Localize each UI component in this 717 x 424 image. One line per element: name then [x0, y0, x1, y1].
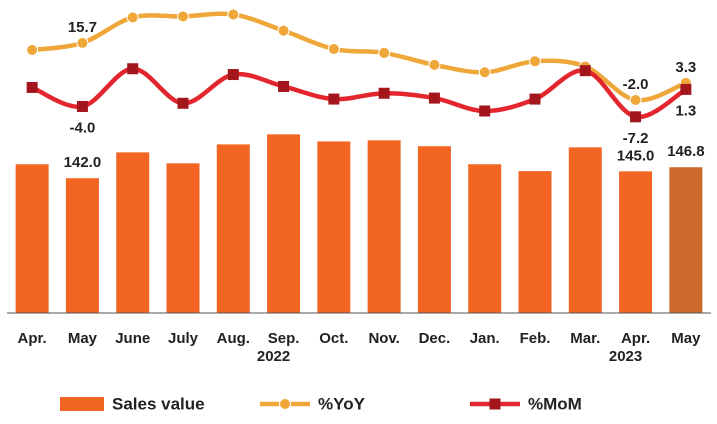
- x-tick-label: May: [68, 330, 98, 347]
- marker: [177, 97, 189, 109]
- bar: [518, 171, 552, 313]
- legend-marker: [279, 398, 291, 410]
- bar: [468, 164, 502, 313]
- legend-label: Sales value: [112, 394, 205, 413]
- x-tick-label: June: [115, 330, 150, 347]
- bar: [568, 147, 602, 313]
- marker: [26, 81, 38, 93]
- x-tick-label: Feb.: [520, 330, 551, 347]
- marker: [378, 87, 390, 99]
- marker: [26, 44, 39, 57]
- marker: [478, 66, 491, 79]
- bar: [65, 178, 99, 313]
- x-tick-label: Apr.: [621, 330, 650, 347]
- data-label: 145.0: [617, 147, 655, 164]
- marker: [76, 36, 89, 49]
- x-tick-label: Sep.: [268, 330, 300, 347]
- marker: [328, 93, 340, 105]
- marker: [127, 63, 139, 75]
- bar: [317, 141, 351, 313]
- data-label: 15.7: [68, 19, 97, 36]
- marker: [428, 58, 441, 71]
- legend-swatch: [60, 397, 104, 411]
- marker: [327, 43, 340, 56]
- marker: [277, 24, 290, 37]
- x-group-label: 2022: [257, 348, 290, 365]
- bar: [15, 164, 49, 313]
- marker: [630, 111, 642, 123]
- x-group-label: 2023: [609, 348, 642, 365]
- data-label: 3.3: [675, 59, 696, 76]
- bar: [669, 167, 703, 313]
- data-label: 142.0: [64, 154, 102, 171]
- marker: [76, 100, 88, 112]
- x-tick-label: July: [168, 330, 199, 347]
- x-tick-label: Nov.: [368, 330, 399, 347]
- x-tick-label: Jan.: [470, 330, 500, 347]
- data-label: 1.3: [675, 102, 696, 119]
- bar: [116, 152, 150, 313]
- marker: [529, 55, 541, 68]
- x-tick-label: Oct.: [319, 330, 348, 347]
- bar: [216, 144, 250, 313]
- legend-label: %YoY: [318, 394, 366, 413]
- x-tick-label: Mar.: [570, 330, 600, 347]
- marker: [227, 69, 239, 81]
- line: [31, 11, 687, 103]
- data-label: -2.0: [623, 76, 649, 93]
- marker: [177, 10, 189, 23]
- marker: [680, 83, 692, 95]
- bar: [619, 171, 653, 313]
- bar: [166, 163, 200, 313]
- bar: [267, 134, 301, 313]
- bar: [367, 140, 401, 313]
- marker: [227, 8, 240, 21]
- marker: [479, 105, 491, 117]
- marker: [378, 46, 391, 59]
- x-tick-label: May: [671, 330, 701, 347]
- legend-marker: [489, 398, 501, 410]
- data-label: -4.0: [69, 119, 95, 136]
- marker: [278, 80, 290, 92]
- data-label: 146.8: [667, 143, 705, 160]
- marker: [126, 11, 139, 24]
- marker: [529, 93, 541, 105]
- data-label: -7.2: [623, 130, 649, 147]
- marker: [629, 94, 642, 107]
- x-tick-label: Apr.: [18, 330, 47, 347]
- x-tick-label: Aug.: [217, 330, 250, 347]
- x-tick-label: Dec.: [419, 330, 451, 347]
- marker: [579, 65, 591, 77]
- bar: [417, 146, 451, 313]
- marker: [428, 92, 440, 104]
- legend-label: %MoM: [528, 394, 582, 413]
